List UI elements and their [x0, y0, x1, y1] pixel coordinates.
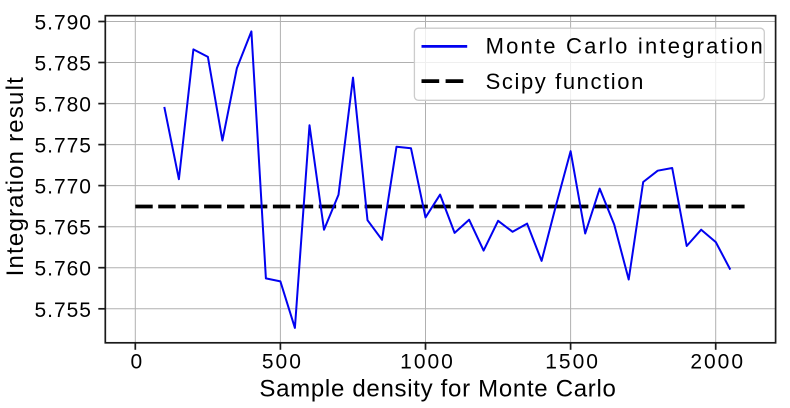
svg-text:5.775: 5.775: [34, 135, 92, 158]
svg-text:Integration result: Integration result: [2, 76, 29, 276]
svg-text:2000: 2000: [690, 351, 745, 374]
svg-text:0: 0: [130, 351, 144, 374]
svg-text:5.760: 5.760: [34, 258, 92, 281]
svg-text:500: 500: [262, 351, 303, 374]
svg-text:1500: 1500: [545, 351, 600, 374]
svg-text:5.785: 5.785: [34, 53, 92, 76]
svg-text:5.755: 5.755: [34, 299, 92, 322]
svg-text:1000: 1000: [400, 351, 455, 374]
svg-text:Sample density for Monte Carlo: Sample density for Monte Carlo: [259, 376, 616, 403]
svg-text:5.790: 5.790: [34, 12, 92, 35]
svg-text:Monte Carlo integration: Monte Carlo integration: [486, 34, 765, 59]
svg-text:5.765: 5.765: [34, 217, 92, 240]
svg-text:Scipy function: Scipy function: [486, 69, 645, 94]
svg-text:5.770: 5.770: [34, 176, 92, 199]
svg-text:5.780: 5.780: [34, 94, 92, 117]
